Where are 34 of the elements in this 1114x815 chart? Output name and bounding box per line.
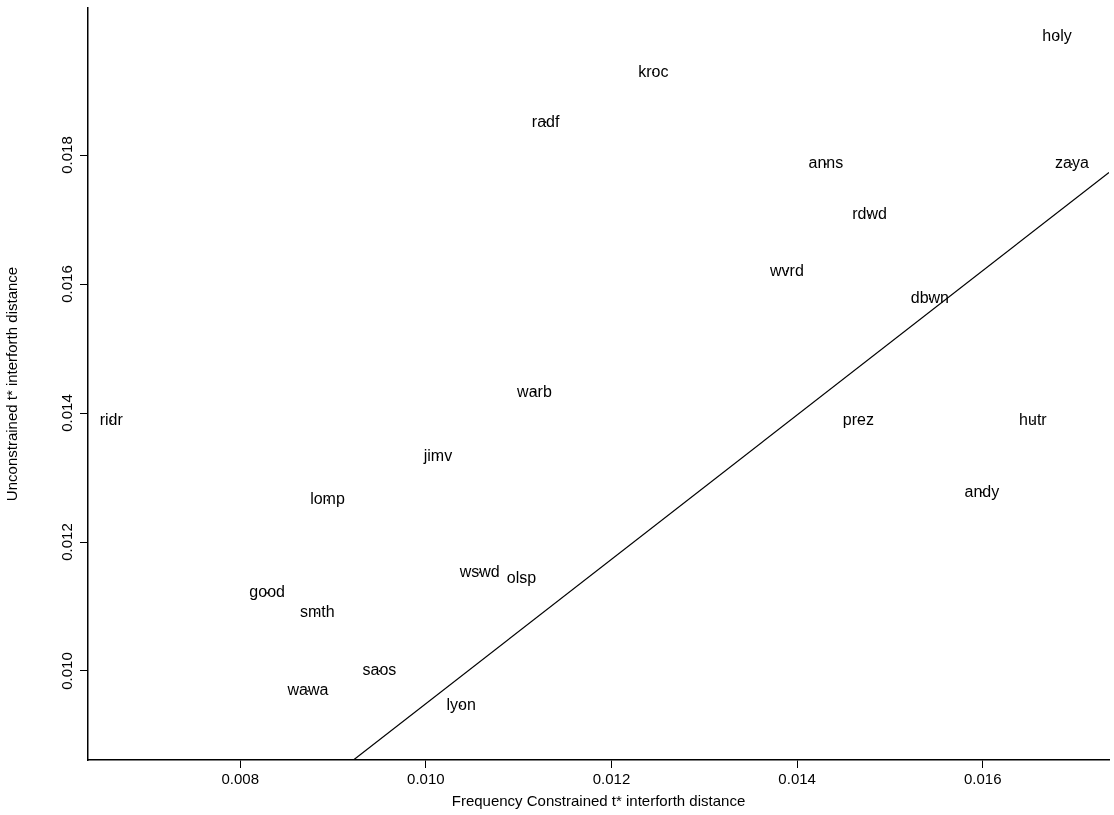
data-label: ridr [99,411,124,429]
y-tick-label: 0.016 [58,265,76,303]
y-tick-label: 0.014 [58,394,76,432]
x-tick-label: 0.012 [592,770,631,788]
data-label: andy [964,482,1000,500]
data-label: olsp [506,568,537,586]
y-tick-label: 0.010 [58,652,76,690]
data-label: lomp [310,490,345,508]
data-label: hutr [1019,411,1048,429]
data-label: warb [516,382,552,400]
x-tick-label: 0.008 [221,770,259,788]
data-label: wvrd [769,261,804,279]
x-axis-title: Frequency Constrained t* interforth distance [451,792,746,810]
data-label: lyon [446,696,476,714]
x-tick-label: 0.016 [963,770,1002,788]
data-label: prez [842,411,874,429]
data-label: rdwd [852,205,887,223]
data-label: wswd [458,562,500,580]
data-label: anns [808,154,844,172]
x-tick-label: 0.014 [778,770,816,788]
y-tick-label: 0.018 [58,136,76,174]
data-label: kroc [638,62,669,80]
data-label: saos [362,661,397,679]
data-label: dbwn [910,289,949,307]
y-axis-title: Unconstrained t* interforth distance [3,266,21,502]
data-label: smth [299,603,335,621]
x-tick-label: 0.010 [407,770,445,788]
data-label: holy [1042,26,1072,44]
y-tick-label: 0.012 [58,523,76,561]
data-label: good [249,583,285,601]
data-label: jimv [422,447,453,465]
data-label: wawa [286,681,329,699]
data-label: zaya [1054,154,1089,172]
data-label: radf [531,112,560,130]
